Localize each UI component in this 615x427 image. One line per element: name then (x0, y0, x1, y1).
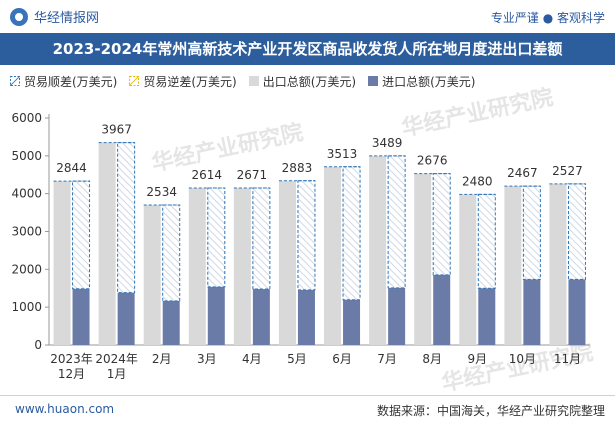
legend-item-deficit: 贸易逆差(万美元) (129, 73, 237, 90)
legend-label-import: 进口总额(万美元) (382, 74, 476, 89)
bar-surplus (432, 173, 451, 276)
bar-export (98, 142, 116, 345)
legend-label-deficit: 贸易逆差(万美元) (143, 74, 237, 89)
y-tick-label: 2000 (11, 262, 42, 276)
y-tick-label: 4000 (11, 187, 42, 201)
surplus-data-label: 2467 (507, 166, 538, 180)
bar-import (207, 286, 225, 345)
legend-label-export: 出口总额(万美元) (262, 74, 357, 89)
footer-website: www.huaon.com (15, 402, 115, 416)
surplus-data-label: 3967 (101, 123, 132, 137)
bar-import (433, 274, 451, 345)
bar-export (414, 173, 432, 345)
bar-surplus (117, 142, 136, 294)
title-bar: 2023-2024年常州高新技术产业开发区商品收发货人所在地月度进出口差额 (0, 33, 615, 65)
bar-export (459, 194, 477, 345)
y-tick-label: 0 (34, 338, 42, 352)
x-tick-label: 11月 (554, 352, 581, 366)
logo-text: 华经情报网 (34, 11, 100, 26)
x-tick-label: 1月 (107, 367, 127, 381)
surplus-data-label: 2480 (462, 174, 493, 188)
y-tick-label: 1000 (11, 300, 42, 314)
bar-surplus (207, 187, 226, 288)
legend-swatch-export (248, 76, 259, 86)
surplus-data-label: 2844 (56, 161, 87, 175)
bar-surplus (567, 183, 586, 280)
bar-import (117, 292, 135, 345)
bar-import (297, 289, 315, 345)
x-tick-label: 6月 (332, 352, 352, 366)
y-tick-label: 6000 (11, 111, 42, 125)
surplus-data-label: 2527 (552, 164, 583, 178)
top-bar: 华经情报网 专业严谨 ● 客观科学 (0, 0, 615, 33)
bar-surplus (162, 204, 181, 302)
legend-swatch-import (368, 76, 379, 86)
logo: 华经情报网 (10, 7, 99, 26)
legend-label-surplus: 贸易顺差(万美元) (24, 74, 118, 89)
logo-icon (10, 7, 28, 26)
x-tick-label: 10月 (509, 352, 536, 366)
y-tick-label: 5000 (11, 149, 42, 163)
footer-source: 数据来源：中国海关，华经产业研究院整理 (376, 404, 605, 418)
bar-surplus (297, 180, 316, 291)
legend-item-export: 出口总额(万美元) (248, 73, 357, 90)
x-tick-label: 2023年 (50, 352, 93, 366)
x-tick-label: 2024年 (95, 352, 138, 366)
bar-import (162, 300, 180, 345)
bar-surplus (387, 155, 406, 289)
bar-import (343, 299, 361, 345)
bar-surplus (72, 180, 91, 290)
surplus-data-label: 2883 (282, 161, 313, 175)
bar-import (478, 288, 496, 345)
surplus-data-label: 2676 (417, 154, 448, 168)
legend-swatch-surplus (10, 76, 20, 86)
x-tick-label: 9月 (467, 352, 487, 366)
footer-divider (0, 395, 615, 396)
x-tick-label: 2月 (152, 352, 172, 366)
bar-export (324, 166, 342, 345)
bar-surplus (522, 185, 541, 280)
bar-export (233, 187, 251, 345)
bar-import (568, 279, 586, 345)
slogan: 专业严谨 ● 客观科学 (490, 11, 605, 25)
bar-export (504, 186, 522, 345)
bar-surplus (342, 166, 361, 301)
bar-export (278, 180, 296, 345)
bar-export (549, 183, 567, 345)
bar-surplus (477, 193, 496, 289)
x-tick-label: 4月 (242, 352, 262, 366)
legend-item-import: 进口总额(万美元) (368, 73, 476, 90)
legend-swatch-deficit (129, 76, 140, 86)
x-tick-label: 8月 (422, 352, 442, 366)
surplus-data-label: 2671 (237, 168, 268, 182)
bar-export (143, 205, 161, 345)
surplus-data-label: 2614 (192, 168, 223, 182)
x-tick-label: 7月 (377, 352, 397, 366)
bar-import (252, 289, 270, 345)
bar-export (53, 181, 71, 345)
surplus-data-label: 3489 (372, 136, 403, 150)
legend-item-surplus: 贸易顺差(万美元) (10, 73, 117, 90)
y-tick-label: 3000 (11, 225, 42, 239)
bar-import (72, 288, 90, 345)
legend: 贸易顺差(万美元) 贸易逆差(万美元) 出口总额(万美元) 进口总额(万美元) (10, 72, 488, 90)
bar-export (369, 155, 387, 345)
x-tick-label: 12月 (58, 367, 85, 381)
bar-import (523, 279, 541, 345)
bar-surplus (252, 187, 271, 290)
bar-import (388, 287, 406, 345)
x-tick-label: 5月 (287, 352, 307, 366)
bar-export (188, 187, 206, 345)
surplus-data-label: 2534 (146, 185, 177, 199)
x-tick-label: 3月 (197, 352, 217, 366)
surplus-data-label: 3513 (327, 147, 358, 161)
chart-title: 2023-2024年常州高新技术产业开发区商品收发货人所在地月度进出口差额 (52, 40, 563, 58)
